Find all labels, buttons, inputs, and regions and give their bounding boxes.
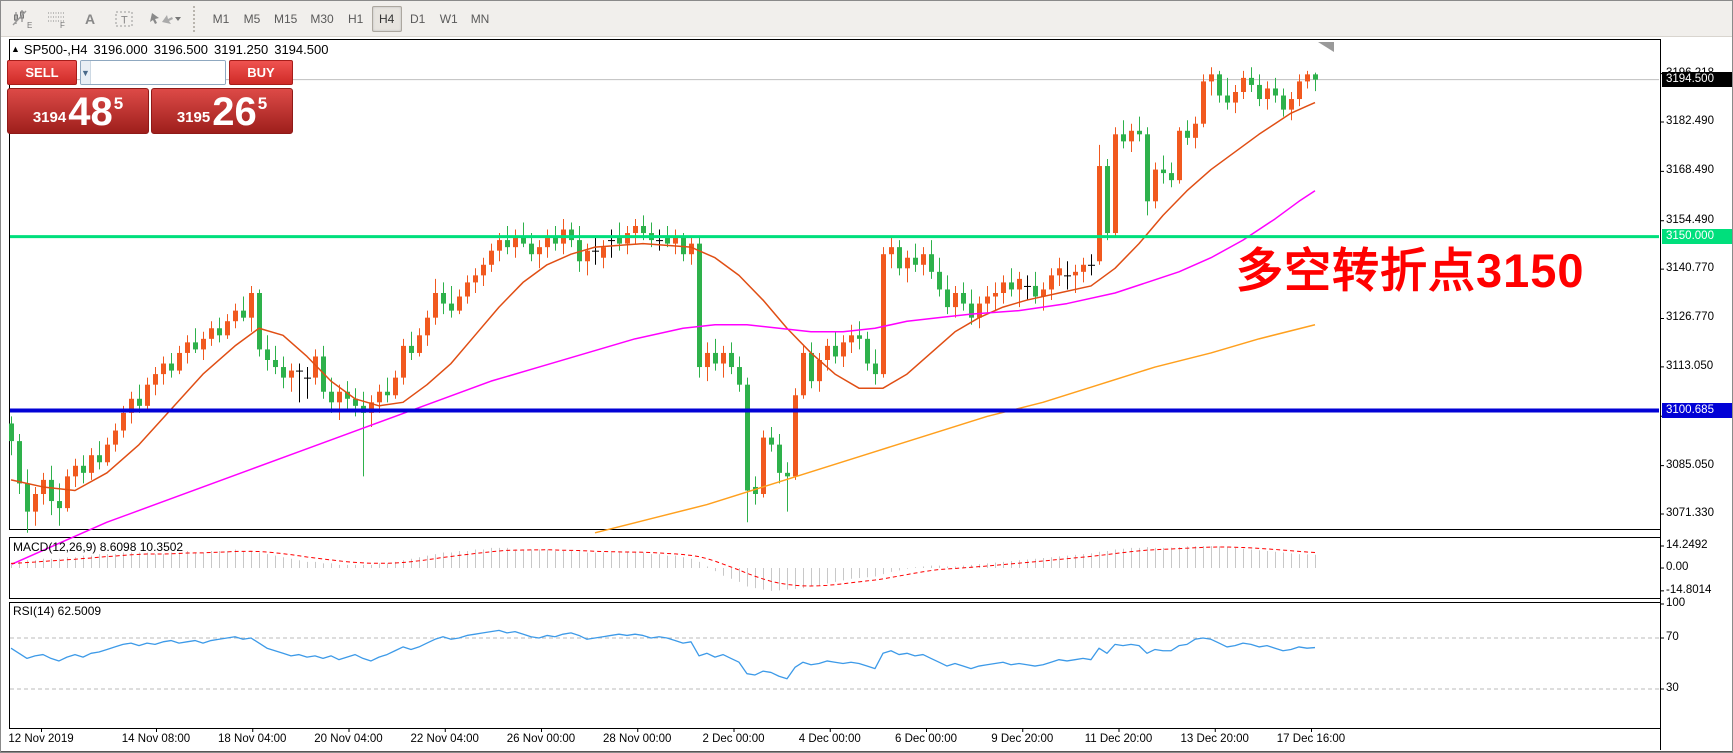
open-value: 3196.000 (93, 42, 148, 57)
chart-annotation-text: 多空转折点3150 (1236, 244, 1585, 297)
timeframe-button-W1[interactable]: W1 (439, 11, 458, 26)
time-axis-label: 9 Dec 20:00 (991, 733, 1054, 745)
price-axis-tick: 3154.490 (1666, 213, 1714, 226)
price-axis-tick: 3085.050 (1666, 458, 1714, 471)
time-axis-label: 4 Dec 00:00 (798, 733, 861, 745)
timeframe-buttons: M1 M5 M15 M30 H1 H4 D1 W1 MN (206, 5, 496, 32)
time-axis-label: 26 Nov 00:00 (506, 733, 576, 745)
timeframe-button-H4[interactable]: H4 (371, 5, 402, 32)
timeframe-button-D1[interactable]: D1 (410, 11, 426, 26)
volume-stepper: ▼ ▲ (80, 60, 226, 85)
price-axis-box: 3194.500 (1662, 72, 1732, 88)
volume-input[interactable] (90, 61, 225, 84)
time-axis-label: 20 Nov 04:00 (314, 733, 383, 745)
time-axis-label: 13 Dec 20:00 (1180, 733, 1249, 745)
time-axis-label: 22 Nov 04:00 (410, 733, 479, 745)
rsi-indicator-label: RSI(14) 62.5009 (13, 604, 102, 618)
svg-text:F: F (60, 21, 65, 29)
macd-axis-tick: 14.2492 (1666, 538, 1708, 551)
svg-text:E: E (27, 21, 32, 29)
price-axis-box: 3100.685 (1662, 402, 1732, 418)
ask-price-display[interactable]: 3195 26 5 (151, 88, 293, 134)
low-value: 3191.250 (213, 42, 269, 57)
svg-text:A: A (85, 11, 95, 27)
macd-indicator-label: MACD(12,26,9) 8.6098 10.3502 (13, 540, 184, 554)
bid-big-digits: 48 (68, 90, 113, 134)
toolbar: E F A T (1, 1, 1732, 37)
rsi-axis-tick: 100 (1666, 597, 1686, 609)
price-axis-tick: 3140.770 (1666, 262, 1714, 275)
timeframe-button-H1[interactable]: H1 (348, 11, 364, 26)
one-click-trading-panel: SELL ▼ ▲ BUY 3194 48 5 3195 26 5 (7, 60, 293, 134)
high-value: 3196.500 (153, 42, 208, 57)
time-axis-label: 14 Nov 08:00 (121, 733, 191, 745)
ask-big-digits: 26 (212, 90, 257, 134)
sell-button[interactable]: SELL (7, 60, 77, 85)
window-bottom-edge (1, 751, 1732, 752)
time-axis-label: 28 Nov 00:00 (603, 733, 672, 745)
text-label-icon[interactable]: A (75, 5, 107, 33)
bid-price-display[interactable]: 3194 48 5 (7, 88, 149, 134)
timeframe-button-M5[interactable]: M5 (243, 11, 261, 26)
time-axis-label: 12 Nov 2019 (8, 733, 74, 745)
svg-text:T: T (121, 14, 128, 26)
time-axis-label: 18 Nov 04:00 (218, 733, 287, 745)
chart-expert-icon[interactable]: E (7, 5, 39, 33)
timeframe-button-M15[interactable]: M15 (274, 11, 298, 26)
close-value: 3194.500 (274, 42, 329, 57)
macd-axis-tick: -14.8014 (1666, 583, 1712, 596)
volume-decrease-icon[interactable]: ▼ (81, 61, 91, 84)
rsi-axis-tick: 70 (1666, 631, 1679, 643)
ohlc-header: ▲ SP500-,H4 3196.000 3196.500 3191.250 3194.5… (11, 42, 334, 57)
price-axis-tick: 3126.770 (1666, 311, 1714, 324)
symbol-arrow-icon: ▲ (11, 44, 20, 54)
price-axis-tick: 3168.490 (1666, 164, 1714, 177)
cursor-arrows-icon[interactable] (143, 5, 185, 33)
chart-window[interactable]: ▲ SP500-,H4 3196.000 3196.500 3191.250 3194.5… (1, 38, 1733, 753)
text-box-icon[interactable]: T (109, 5, 141, 33)
timeframe-button-M30[interactable]: M30 (310, 11, 334, 26)
time-axis-label: 6 Dec 00:00 (894, 733, 958, 745)
ask-pip-digit: 5 (257, 94, 268, 113)
price-axis-box: 3150.000 (1662, 229, 1732, 245)
price-axis-tick: 3113.050 (1666, 359, 1714, 372)
time-axis-label: 2 Dec 00:00 (702, 733, 765, 745)
rsi-axis-tick: 30 (1666, 682, 1679, 694)
price-chart-canvas[interactable] (1, 38, 1733, 753)
bid-prefix: 3194 (32, 109, 67, 126)
macd-axis-tick: 0.00 (1666, 561, 1689, 573)
bid-pip-digit: 5 (113, 94, 124, 113)
time-axis-label: 17 Dec 16:00 (1276, 733, 1346, 745)
time-axis-label: 11 Dec 20:00 (1084, 733, 1153, 745)
indicator-grid-icon[interactable]: F (41, 5, 73, 33)
timeframe-button-MN[interactable]: MN (470, 11, 490, 26)
price-axis-tick: 3071.330 (1666, 506, 1714, 519)
timeframe-button-M1[interactable]: M1 (212, 11, 230, 26)
ask-prefix: 3195 (176, 109, 211, 126)
symbol-name: SP500-,H4 (23, 42, 88, 57)
buy-button[interactable]: BUY (229, 60, 293, 85)
toolbar-separator (193, 5, 200, 32)
price-axis-tick: 3182.490 (1666, 115, 1714, 127)
